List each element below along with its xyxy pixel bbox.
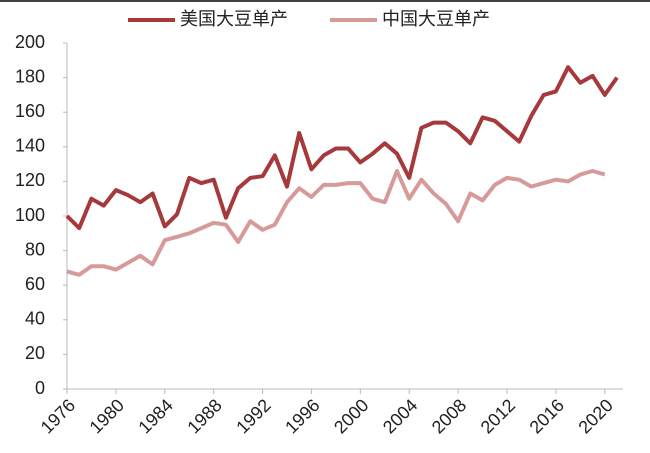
- x-tick-label: 1976: [37, 395, 79, 437]
- series-line: [66, 169, 606, 277]
- series-line: [65, 65, 619, 231]
- x-tick-label: 1992: [232, 395, 274, 437]
- y-tick-label: 200: [15, 32, 45, 52]
- legend-label: 美国大豆单产: [180, 9, 288, 29]
- y-tick-label: 80: [25, 239, 45, 259]
- y-tick-label: 120: [15, 170, 45, 190]
- x-tick-label: 2012: [477, 395, 519, 437]
- y-tick-label: 60: [25, 274, 45, 294]
- legend-label: 中国大豆单产: [382, 9, 490, 29]
- y-tick-label: 180: [15, 66, 45, 86]
- y-tick-label: 40: [25, 309, 45, 329]
- y-tick-label: 0: [35, 378, 45, 398]
- x-tick-label: 1996: [281, 395, 323, 437]
- x-tick-label: 2008: [428, 395, 470, 437]
- y-tick-label: 140: [15, 136, 45, 156]
- y-tick-label: 100: [15, 205, 45, 225]
- y-tick-label: 20: [25, 343, 45, 363]
- x-tick-label: 2000: [330, 395, 372, 437]
- x-tick-label: 1980: [86, 395, 128, 437]
- x-tick-label: 2016: [526, 395, 568, 437]
- x-tick-label: 2004: [379, 395, 421, 437]
- x-tick-label: 1988: [183, 395, 225, 437]
- x-tick-label: 2020: [575, 395, 617, 437]
- x-tick-label: 1984: [135, 395, 177, 437]
- y-tick-label: 160: [15, 101, 45, 121]
